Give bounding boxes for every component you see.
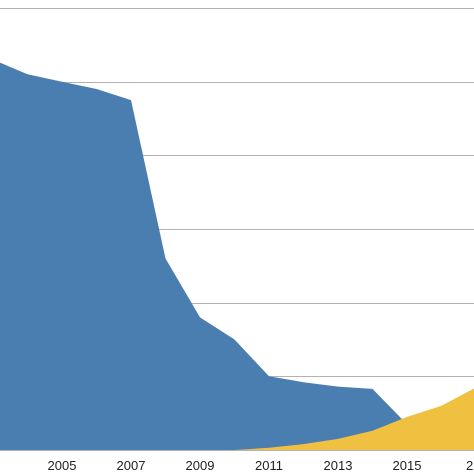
x-tick-label: 2009 <box>186 458 215 473</box>
x-tick-label: 2015 <box>393 458 422 473</box>
area-series <box>0 62 474 450</box>
area-series-2 <box>0 388 474 450</box>
area-series-1 <box>0 62 474 450</box>
x-tick-label: 2007 <box>117 458 146 473</box>
x-tick-label: 2005 <box>48 458 77 473</box>
x-tick-label: 2011 <box>255 458 283 473</box>
x-tick-label: 2 <box>466 458 473 473</box>
x-axis-ticks: 32005200720092011201320152 <box>48 458 474 473</box>
x-tick-label: 2013 <box>324 458 353 473</box>
